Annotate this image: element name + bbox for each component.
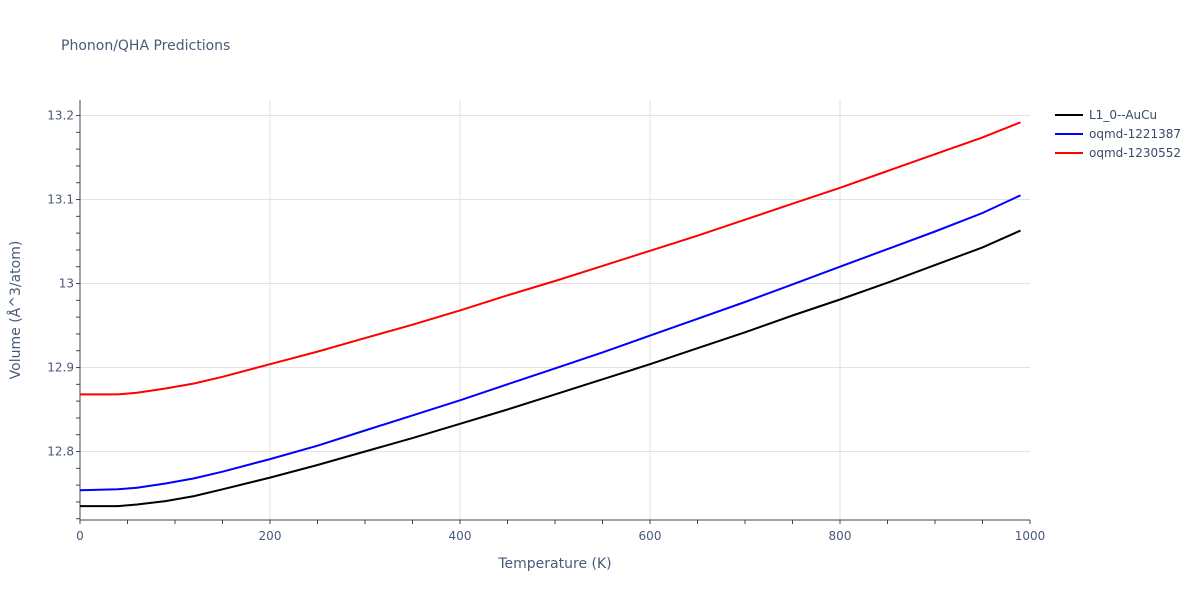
y-tick-label: 13.1 bbox=[47, 193, 74, 207]
y-axis-title: Volume (Å^3/atom) bbox=[7, 241, 24, 380]
x-tick-label: 800 bbox=[829, 529, 852, 543]
chart-title: Phonon/QHA Predictions bbox=[61, 38, 230, 54]
y-tick-label: 12.9 bbox=[47, 361, 74, 375]
x-tick-label: 400 bbox=[449, 529, 472, 543]
legend-item-label: oqmd-1221387 bbox=[1089, 127, 1181, 141]
series-line-oqmd-1230552 bbox=[80, 121, 1021, 396]
legend-item-label: L1_0--AuCu bbox=[1089, 108, 1157, 122]
x-axis-title: Temperature (K) bbox=[497, 556, 611, 572]
axes bbox=[76, 100, 1031, 524]
y-tick-label: 13 bbox=[59, 277, 74, 291]
x-tick-label: 0 bbox=[76, 529, 84, 543]
series-line-oqmd-1221387 bbox=[79, 194, 1021, 492]
legend: L1_0--AuCu oqmd-1221387 oqmd-1230552 bbox=[1055, 108, 1181, 160]
x-tick-label: 600 bbox=[639, 529, 662, 543]
tick-labels: 0 200 400 600 800 1000 12.8 12.9 13 13.1 13.2 bbox=[47, 109, 1045, 543]
y-tick-label: 12.8 bbox=[47, 445, 74, 459]
x-tick-label: 200 bbox=[259, 529, 282, 543]
series-line-l1-0-aucu bbox=[80, 229, 1021, 508]
grid bbox=[80, 100, 1030, 520]
legend-item-label: oqmd-1230552 bbox=[1089, 146, 1181, 160]
plot-area bbox=[79, 121, 1021, 508]
y-tick-label: 13.2 bbox=[47, 109, 74, 123]
x-tick-label: 1000 bbox=[1015, 529, 1046, 543]
